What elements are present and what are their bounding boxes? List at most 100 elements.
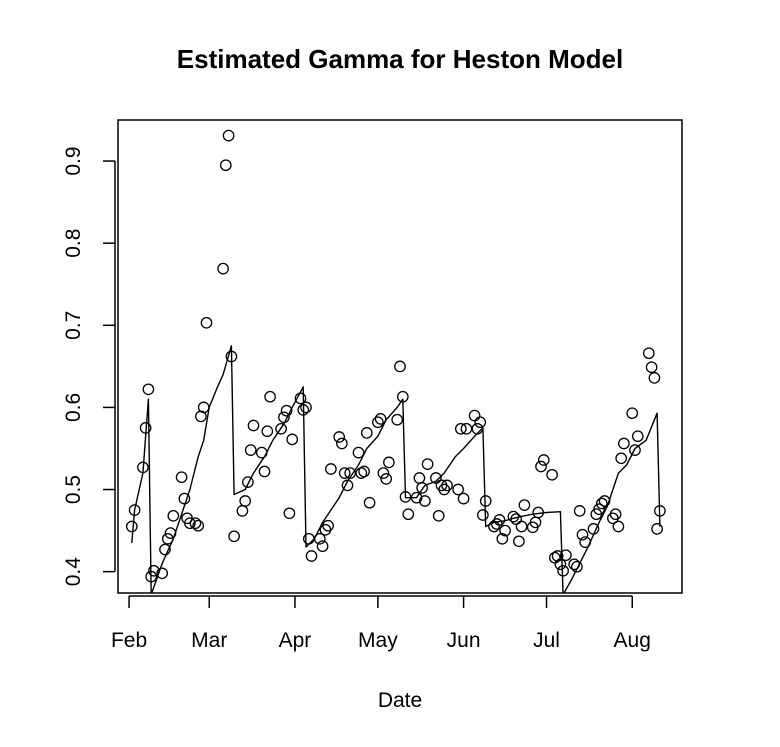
data-point (609, 508, 622, 521)
data-point (261, 425, 274, 438)
data-point (322, 519, 334, 532)
data-point (255, 446, 268, 459)
data-point (510, 513, 522, 525)
data-point (396, 390, 409, 403)
data-point (471, 422, 484, 435)
data-point (372, 416, 384, 429)
data-point (161, 532, 174, 545)
data-point (377, 467, 390, 479)
data-point (518, 499, 531, 511)
data-point (197, 401, 210, 414)
x-tick-label: Jul (533, 629, 560, 652)
data-point (546, 468, 558, 481)
data-point (192, 519, 205, 532)
data-point (338, 467, 351, 479)
data-point (380, 473, 393, 485)
data-point (430, 472, 442, 484)
data-point (421, 458, 434, 470)
data-point (344, 467, 357, 479)
data-point (441, 479, 453, 492)
data-point (645, 361, 658, 374)
data-point (297, 404, 310, 416)
data-point (532, 506, 545, 519)
data-point (148, 564, 160, 577)
data-point (551, 550, 564, 562)
data-point (595, 497, 608, 510)
data-point (374, 413, 387, 425)
data-point (336, 437, 348, 450)
data-point (432, 509, 445, 522)
data-point (222, 129, 235, 142)
x-tick-label: Jun (447, 629, 481, 652)
x-tick-label: Feb (111, 629, 147, 652)
data-point (399, 491, 412, 503)
data-point (554, 558, 567, 571)
fitted-line (131, 345, 661, 593)
data-point (457, 492, 470, 505)
data-point (167, 509, 180, 522)
data-point (416, 482, 428, 494)
data-point (184, 517, 196, 530)
y-tick-label: 0.6 (62, 393, 85, 422)
data-point (493, 514, 506, 526)
data-point (648, 372, 661, 384)
y-tick-label: 0.9 (62, 146, 85, 175)
y-axis: 0.4 0.5 0.6 0.7 0.8 0.9 (62, 146, 116, 587)
data-point (128, 504, 141, 516)
data-point (164, 527, 177, 539)
data-point (175, 471, 188, 484)
data-point (280, 404, 293, 417)
data-point (294, 392, 307, 405)
data-point (300, 401, 312, 414)
data-point (576, 528, 589, 541)
data-point (629, 444, 641, 456)
data-point (419, 495, 431, 507)
data-point (651, 523, 663, 535)
y-tick-label: 0.4 (62, 557, 85, 587)
data-point (560, 549, 572, 562)
data-point (507, 510, 520, 523)
data-point (239, 495, 252, 507)
data-point (142, 383, 155, 396)
data-point (228, 530, 240, 543)
data-point (587, 523, 600, 535)
data-point (573, 505, 586, 517)
series-points-group (125, 129, 666, 583)
plot-frame (117, 119, 683, 594)
chart-title: Estimated Gamma for Heston Model (177, 44, 623, 74)
data-point (454, 422, 467, 435)
data-point (654, 505, 666, 517)
x-tick-label: May (358, 629, 398, 652)
data-point (513, 535, 525, 548)
data-point (496, 532, 509, 545)
y-tick-label: 0.8 (62, 229, 85, 258)
data-point (383, 456, 395, 469)
data-point (615, 452, 628, 465)
data-point (258, 465, 271, 478)
data-point (537, 454, 550, 466)
series-line-group (131, 345, 661, 593)
data-point (391, 413, 404, 426)
y-tick-label: 0.7 (62, 311, 85, 340)
data-point (247, 419, 260, 432)
data-point (479, 495, 492, 507)
data-point (568, 558, 581, 571)
x-tick-label: Aug (614, 629, 651, 652)
data-point (125, 520, 138, 533)
data-point (410, 491, 423, 504)
data-point (217, 262, 229, 275)
data-point (139, 422, 152, 434)
data-point (333, 431, 346, 443)
data-point (631, 430, 644, 443)
data-point (642, 347, 655, 360)
data-point (137, 461, 149, 474)
data-point (145, 570, 158, 583)
data-point (499, 524, 511, 537)
data-point (316, 540, 329, 553)
data-point (579, 536, 592, 548)
data-point (189, 517, 202, 530)
data-point (219, 159, 232, 172)
data-point (244, 444, 257, 456)
